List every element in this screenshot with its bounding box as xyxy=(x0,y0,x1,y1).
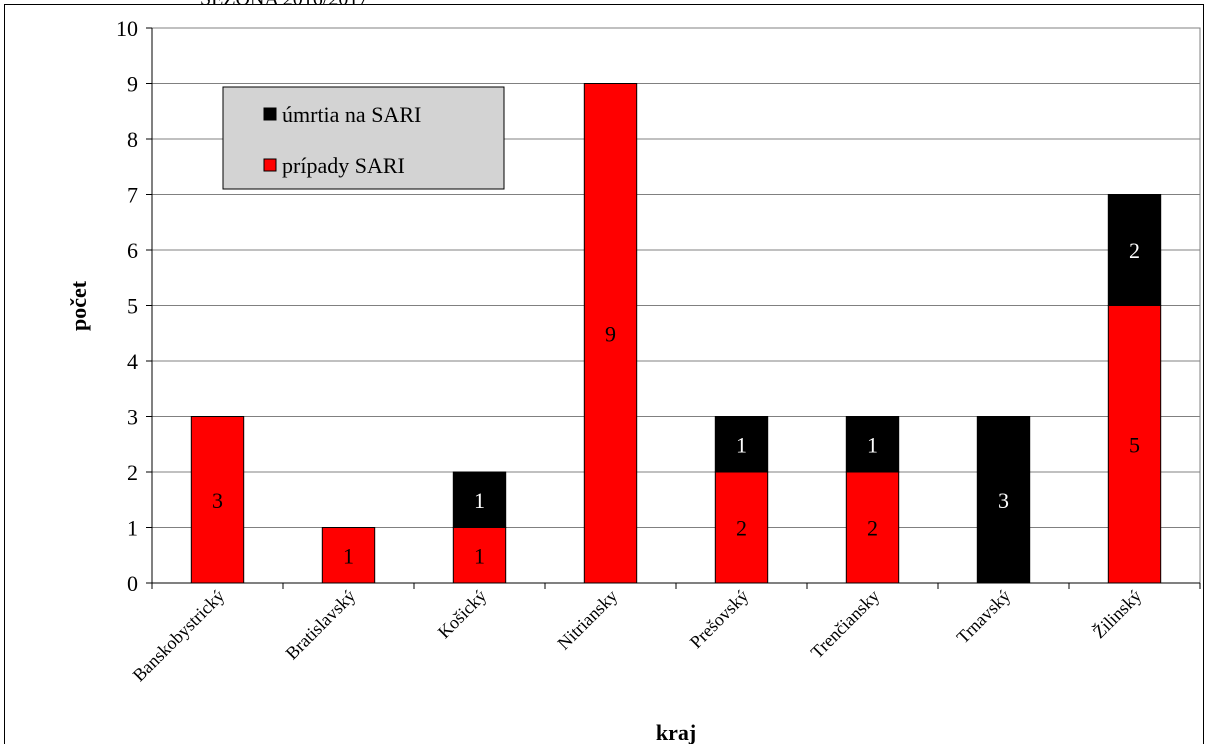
y-axis-title: počet xyxy=(66,280,91,331)
data-label: 5 xyxy=(1129,432,1140,457)
data-label: 1 xyxy=(343,543,354,568)
y-tick-label: 2 xyxy=(127,460,138,485)
y-tick-label: 1 xyxy=(127,516,138,541)
bar-umrtia xyxy=(1107,194,1162,306)
y-tick-label: 10 xyxy=(116,16,138,41)
legend-label-pripady: prípady SARI xyxy=(282,153,405,178)
data-label: 3 xyxy=(998,488,1009,513)
bar-pripady xyxy=(583,83,638,584)
data-labels: 3 1 1 9 2 2 5 1 1 1 3 2 xyxy=(212,238,1140,568)
data-label: 1 xyxy=(474,543,485,568)
y-tick-label: 4 xyxy=(127,349,138,374)
bar-pripady xyxy=(845,471,900,584)
data-label: 9 xyxy=(605,321,616,346)
chart-title: SEZÓNA 2016/2017 xyxy=(200,0,368,10)
y-tick-label: 5 xyxy=(127,294,138,319)
bar-pripady xyxy=(190,416,245,584)
y-tick-label: 6 xyxy=(127,238,138,263)
bar-pripady xyxy=(1107,305,1162,584)
legend-label-umrtia: úmrtia na SARI xyxy=(282,102,421,127)
data-label: 2 xyxy=(1129,238,1140,263)
y-tick-label: 7 xyxy=(127,183,138,208)
y-tick-label: 3 xyxy=(127,405,138,430)
data-label: 1 xyxy=(474,488,485,513)
legend-swatch-pripady xyxy=(263,158,277,172)
data-label: 3 xyxy=(212,488,223,513)
legend-swatch-umrtia xyxy=(263,107,277,121)
bar-umrtia xyxy=(845,416,900,473)
y-tick-label: 8 xyxy=(127,127,138,152)
bar-pripady xyxy=(321,527,376,584)
y-tick-label: 0 xyxy=(127,571,138,596)
legend-box xyxy=(222,86,505,190)
bar-umrtia xyxy=(976,416,1031,584)
y-tick-label: 9 xyxy=(127,72,138,97)
x-axis-title: kraj xyxy=(656,720,696,744)
y-axis: 0 1 2 3 4 5 6 7 8 9 10 xyxy=(116,16,153,596)
data-label: 2 xyxy=(867,516,878,541)
bars xyxy=(190,83,1162,584)
data-label: 1 xyxy=(867,432,878,457)
bar-umrtia xyxy=(452,471,507,528)
data-label: 1 xyxy=(736,432,747,457)
data-label: 2 xyxy=(736,516,747,541)
bar-umrtia xyxy=(714,416,769,473)
legend: úmrtia na SARI prípady SARI xyxy=(222,86,505,190)
